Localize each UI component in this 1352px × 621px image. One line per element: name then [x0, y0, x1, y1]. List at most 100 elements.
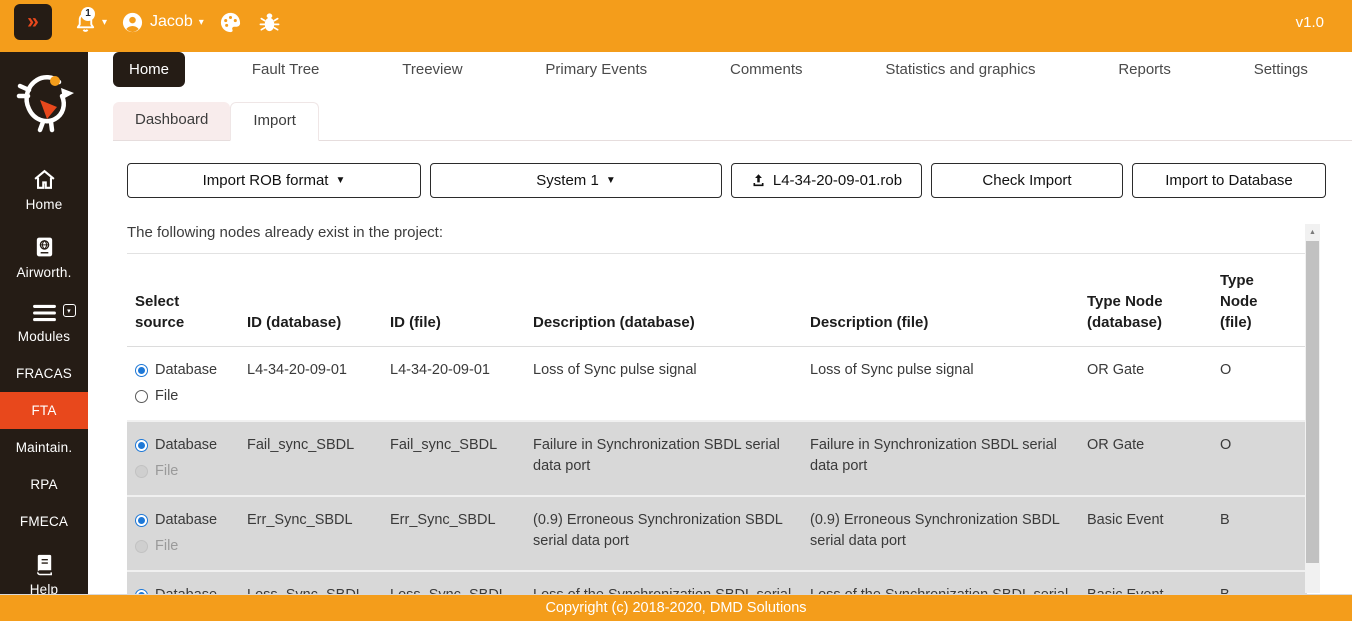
file-upload-button[interactable]: L4-34-20-09-01.rob — [731, 163, 922, 198]
table-header-row: Select source ID (database) ID (file) Descr… — [127, 253, 1307, 347]
id-database-cell: Fail_sync_SBDL — [247, 437, 355, 454]
tab-comments[interactable]: Comments — [729, 61, 803, 78]
radio-option-database[interactable]: Database — [135, 435, 231, 456]
radio-option-database[interactable]: Database — [135, 510, 231, 531]
type-node-database-cell: OR Gate — [1087, 437, 1145, 454]
top-bar: » 1 ▾ Jacob ▾ v1.0 — [0, 0, 1352, 52]
sidebar-item-airworthiness[interactable]: Airworth. — [0, 223, 88, 291]
copyright-text: Copyright (c) 2018-2020, DMD Solutions — [545, 600, 807, 616]
debug-report-button[interactable] — [257, 11, 282, 34]
id-file-cell: Fail_sync_SBDL — [390, 437, 498, 454]
tab-statistics-and-graphics[interactable]: Statistics and graphics — [885, 61, 1036, 78]
sidebar-item-label: Modules — [17, 329, 71, 344]
id-file-cell: Err_Sync_SBDL — [390, 512, 496, 529]
modules-icon: ▾ — [31, 302, 76, 324]
sidebar-item-modules[interactable]: ▾ Modules — [0, 291, 88, 355]
theme-palette-button[interactable] — [218, 11, 243, 34]
tab-home[interactable]: Home — [113, 52, 186, 87]
chevron-down-icon: ▼ — [335, 175, 346, 186]
notification-count-badge: 1 — [81, 6, 95, 21]
sidebar-item-label: FTA — [31, 403, 57, 418]
user-name: Jacob — [150, 13, 193, 30]
radio-label: File — [155, 463, 179, 480]
table-row: Database File L4-34-20-09-01 L4-34-20-09-01… — [127, 347, 1307, 420]
upload-icon — [751, 173, 766, 188]
sidebar-item-label: Airworth. — [16, 265, 72, 280]
radio-option-database[interactable]: Database — [135, 360, 231, 381]
select-source-cell: Database File — [127, 422, 247, 495]
system-dropdown[interactable]: System 1 ▼ — [430, 163, 722, 198]
radio-label: Database — [155, 362, 218, 378]
sidebar: Home Airworth. ▾ Modules FRACAS FTA Maintain. R… — [0, 50, 88, 621]
radio-button[interactable] — [135, 514, 148, 528]
sidebar-item-fmeca[interactable]: FMECA — [0, 503, 88, 540]
chevron-down-icon: ▾ — [102, 16, 108, 28]
user-menu[interactable]: Jacob ▾ — [121, 11, 204, 34]
check-import-button[interactable]: Check Import — [931, 163, 1123, 198]
dropdown-box-icon[interactable]: ▾ — [62, 304, 76, 317]
subtab-dashboard[interactable]: Dashboard — [113, 102, 231, 140]
radio-option-file[interactable]: File — [135, 461, 231, 482]
palette-icon — [218, 11, 243, 34]
radio-option-file[interactable]: File — [135, 536, 231, 557]
notifications-button[interactable]: 1 ▾ — [74, 6, 108, 35]
column-header: Description (database) — [533, 314, 695, 331]
tab-reports[interactable]: Reports — [1118, 61, 1171, 78]
sidebar-item-fta[interactable]: FTA — [0, 392, 88, 429]
footer: Copyright (c) 2018-2020, DMD Solutions — [0, 594, 1352, 621]
description-file-cell: Loss of Sync pulse signal — [810, 362, 974, 378]
sidebar-item-label: FMECA — [19, 514, 69, 529]
column-header: Type Node (file) — [1220, 272, 1258, 331]
subtab-import[interactable]: Import — [230, 102, 319, 141]
id-file-cell: L4-34-20-09-01 — [390, 362, 490, 378]
scroll-up-arrow[interactable]: ▲ — [1309, 228, 1316, 236]
home-icon — [31, 167, 58, 192]
radio-button[interactable] — [135, 390, 148, 404]
existing-nodes-message: The following nodes already exist in the… — [127, 224, 444, 241]
radio-label: File — [155, 388, 179, 405]
app-logo[interactable] — [0, 68, 88, 134]
sidebar-item-label: RPA — [30, 477, 58, 492]
select-source-cell: Database File — [127, 347, 247, 420]
sidebar-item-maintain[interactable]: Maintain. — [0, 429, 88, 466]
app-version: v1.0 — [1295, 13, 1324, 31]
select-source-cell: Database File — [127, 497, 247, 570]
tab-fault-tree[interactable]: Fault Tree — [251, 61, 320, 78]
user-avatar-icon — [121, 11, 144, 34]
import-nodes-table: Select source ID (database) ID (file) Descr… — [127, 253, 1307, 621]
help-icon — [33, 551, 56, 577]
tab-primary-events[interactable]: Primary Events — [545, 61, 648, 78]
tab-settings[interactable]: Settings — [1253, 61, 1308, 78]
radio-button[interactable] — [135, 439, 148, 453]
table-row: Database File Err_Sync_SBDL Err_Sync_SBDL (0… — [127, 495, 1307, 571]
radio-option-file[interactable]: File — [135, 386, 231, 407]
radio-button — [135, 465, 148, 479]
sub-tab-bar: Dashboard Import — [113, 102, 1352, 141]
sidebar-item-rpa[interactable]: RPA — [0, 466, 88, 503]
main-tab-bar: Home Fault Tree Treeview Primary Events Comm… — [88, 52, 1352, 90]
radio-label: Database — [155, 512, 218, 529]
type-node-database-cell: OR Gate — [1087, 362, 1145, 378]
table-row: Database File Fail_sync_SBDL Fail_sync_SBDL… — [127, 420, 1307, 496]
sidebar-item-home[interactable]: Home — [0, 156, 88, 223]
import-format-dropdown[interactable]: Import ROB format ▼ — [127, 163, 421, 198]
sidebar-item-label: FRACAS — [16, 366, 72, 381]
sidebar-item-label: Home — [25, 197, 63, 212]
scrollbar-thumb[interactable] — [1306, 241, 1319, 563]
type-node-file-cell: O — [1220, 437, 1232, 454]
sidebar-item-help[interactable]: Help — [0, 540, 88, 608]
radio-label: File — [155, 538, 179, 555]
radio-button — [135, 540, 148, 554]
sidebar-collapse-button[interactable]: » — [14, 4, 52, 40]
sidebar-nav: Home Airworth. ▾ Modules FRACAS FTA Maintain. R… — [0, 156, 88, 608]
column-header: Type Node (database) — [1087, 293, 1163, 331]
chevron-down-icon: ▾ — [198, 16, 204, 28]
type-node-database-cell: Basic Event — [1087, 512, 1164, 529]
type-node-file-cell: B — [1220, 512, 1230, 529]
import-to-database-button[interactable]: Import to Database — [1132, 163, 1326, 198]
sidebar-item-fracas[interactable]: FRACAS — [0, 355, 88, 392]
id-database-cell: L4-34-20-09-01 — [247, 362, 347, 378]
radio-button[interactable] — [135, 364, 148, 377]
tab-treeview[interactable]: Treeview — [402, 61, 463, 78]
vertical-scrollbar[interactable]: ▲ — [1305, 224, 1320, 593]
